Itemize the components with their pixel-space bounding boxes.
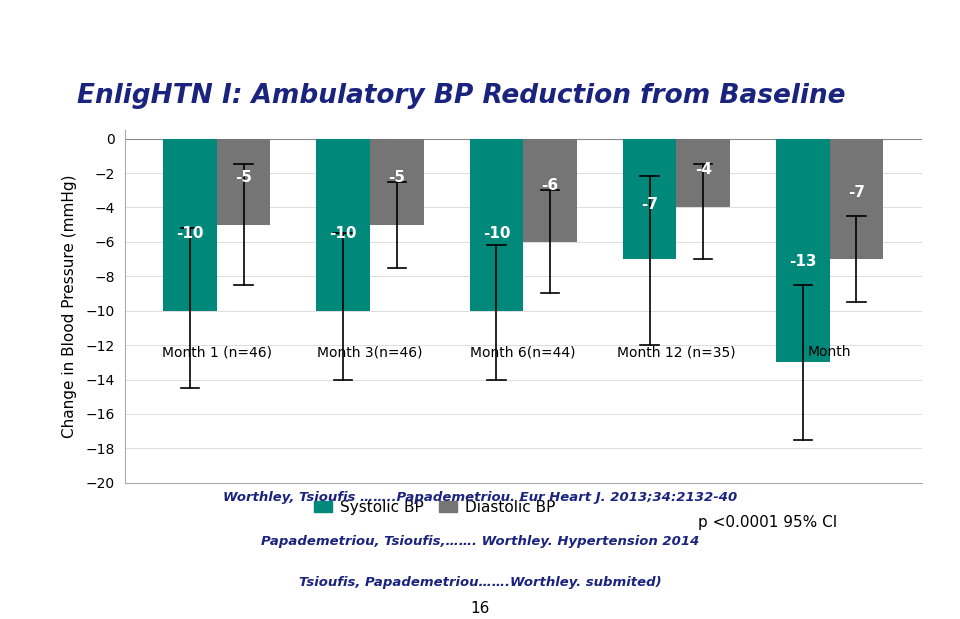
Text: p <0.0001 95% CI: p <0.0001 95% CI — [699, 514, 838, 530]
Text: Month: Month — [808, 345, 852, 359]
Text: -10: -10 — [177, 226, 204, 241]
Bar — [776, 139, 829, 362]
Legend: Systolic BP, Diastolic BP: Systolic BP, Diastolic BP — [308, 494, 562, 521]
Text: Worthley, Tsioufis ……..Papademetriou. Eur Heart J. 2013;34:2132-40: Worthley, Tsioufis ……..Papademetriou. Eu… — [223, 491, 737, 504]
Bar — [469, 139, 523, 311]
Bar — [370, 139, 423, 225]
Text: -10: -10 — [483, 226, 510, 241]
Text: -13: -13 — [789, 254, 817, 269]
Text: -6: -6 — [541, 178, 559, 193]
Text: -10: -10 — [329, 226, 357, 241]
Bar — [217, 139, 271, 225]
Text: 16: 16 — [470, 601, 490, 616]
Text: Papademetriou, Tsioufis,……. Worthley. Hypertension 2014: Papademetriou, Tsioufis,……. Worthley. Hy… — [261, 535, 699, 548]
Text: Tsioufis, Papademetriou…….Worthley. submited): Tsioufis, Papademetriou…….Worthley. subm… — [299, 576, 661, 589]
Bar — [829, 139, 883, 259]
Y-axis label: Change in Blood Pressure (mmHg): Change in Blood Pressure (mmHg) — [62, 175, 78, 438]
Text: -4: -4 — [695, 162, 711, 177]
Text: EnligHTN I: Ambulatory BP Reduction from Baseline: EnligHTN I: Ambulatory BP Reduction from… — [77, 83, 846, 109]
Text: Month 12 (n=35): Month 12 (n=35) — [617, 345, 735, 359]
Bar — [677, 139, 730, 207]
Text: -7: -7 — [641, 197, 659, 212]
Bar — [317, 139, 370, 311]
Bar — [623, 139, 677, 259]
Bar — [163, 139, 217, 311]
Text: -5: -5 — [235, 170, 252, 185]
Text: Month 1 (n=46): Month 1 (n=46) — [161, 345, 272, 359]
Text: Month 3(n=46): Month 3(n=46) — [317, 345, 422, 359]
Text: -7: -7 — [848, 185, 865, 201]
Text: Month 6(n=44): Month 6(n=44) — [470, 345, 576, 359]
Bar — [523, 139, 577, 242]
Text: -5: -5 — [388, 170, 405, 185]
